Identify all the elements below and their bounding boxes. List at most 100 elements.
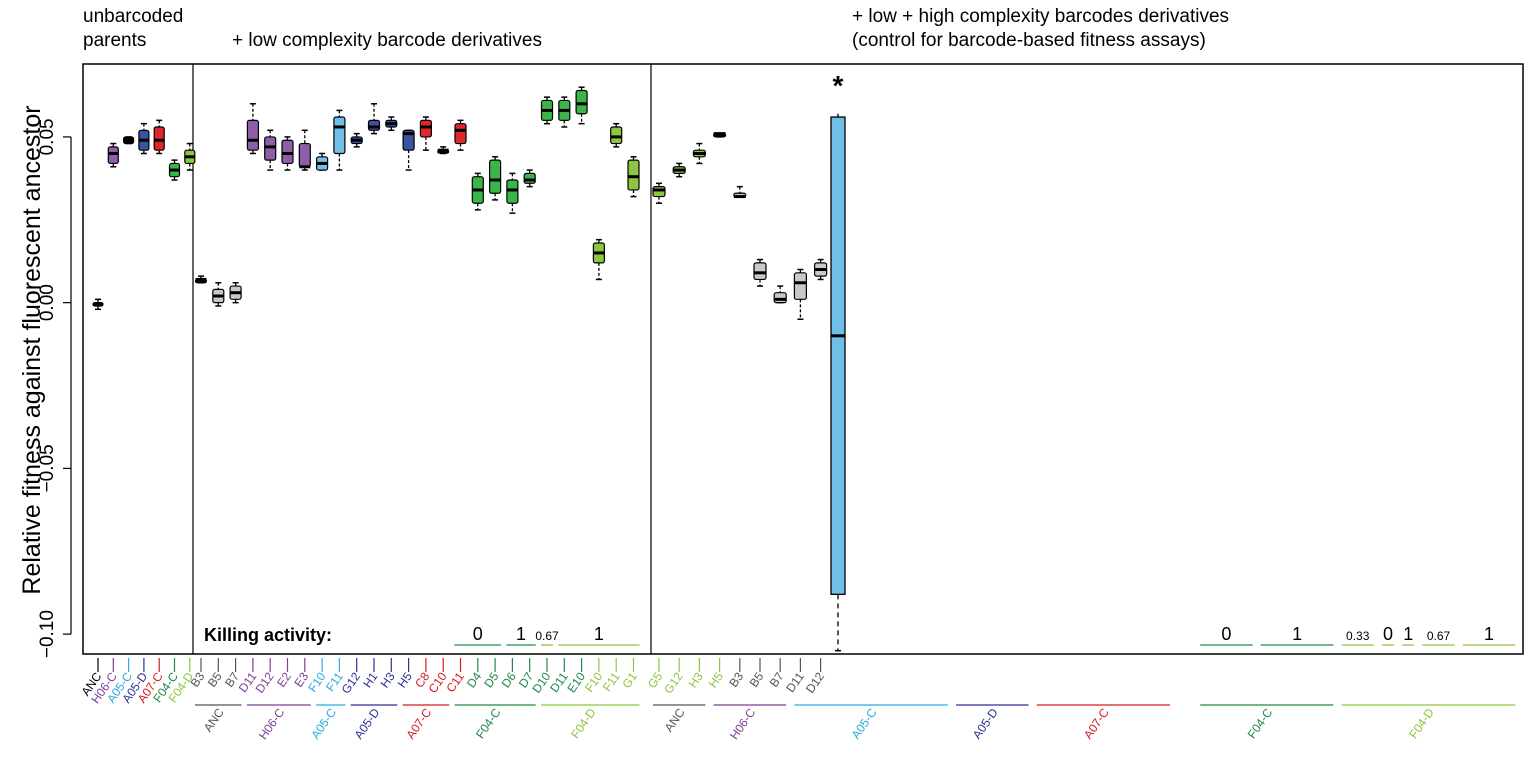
x-axis-labels: ANCH06-CA05-CA05-DA07-CF04-CF04-DB3B5B7D…	[78, 658, 827, 706]
group-label: F04-C	[1245, 705, 1276, 741]
group-label: ANC	[201, 705, 227, 734]
killing-value: 1	[516, 624, 526, 644]
killing-value: 1	[1484, 624, 1494, 644]
box-g12	[672, 162, 686, 178]
box-d10	[540, 96, 554, 125]
panel-title: (control for barcode-based fitness assay…	[852, 30, 1206, 51]
box-body	[830, 116, 846, 595]
x-tick-label: B5	[747, 669, 767, 689]
box-body	[652, 186, 666, 198]
box-b3	[733, 185, 747, 199]
x-tick-label: H5	[706, 669, 726, 690]
killing-value: 0	[1221, 624, 1231, 644]
x-tick-label: B5	[205, 669, 225, 689]
box-g1	[627, 156, 640, 198]
x-tick-label: D4	[464, 669, 484, 690]
x-tick-label: H3	[686, 669, 706, 690]
box-b3	[194, 275, 208, 284]
box-h3	[385, 116, 398, 132]
y-axis-label: Relative fitness against fluorescent anc…	[18, 105, 46, 594]
y-tick-label: 0.00	[37, 284, 58, 321]
x-tick-label: H1	[360, 669, 380, 690]
box-body	[773, 292, 787, 304]
box-f04-d	[184, 142, 196, 171]
group-label: A05-D	[351, 705, 382, 741]
box-f04-c	[168, 159, 181, 181]
box-body	[281, 139, 294, 165]
box-body	[264, 136, 277, 161]
box-h06-c	[107, 142, 119, 168]
box-d5	[489, 156, 502, 201]
box-f10	[592, 238, 606, 281]
box-body	[367, 119, 381, 131]
killing-value: 0.33	[1346, 629, 1370, 643]
box-c8	[419, 116, 432, 151]
group-label: ANC	[662, 705, 688, 734]
group-label: F04-D	[568, 705, 599, 741]
box-body	[246, 119, 259, 151]
box-body	[107, 146, 119, 165]
box-b7	[773, 285, 787, 304]
box-body	[298, 142, 311, 168]
box-h5	[712, 132, 727, 138]
group-label: F04-C	[473, 705, 504, 741]
box-c10	[437, 146, 450, 155]
box-body	[506, 179, 519, 204]
x-tick-label: E2	[274, 669, 294, 689]
group-label: A05-C	[308, 705, 339, 741]
box-c11	[454, 119, 467, 151]
group-label: H06-C	[727, 705, 759, 742]
group-label: H06-C	[256, 705, 288, 742]
group-labels: ANC H06-C A05-C A05-D A07-C F04-C F04-D ANC H06-…	[195, 704, 1516, 742]
box-g5	[652, 182, 666, 204]
box-e3	[298, 129, 311, 171]
box-body	[419, 119, 432, 138]
killing-activity: Killing activity: 0 1 0.67 1 0 1 0.33 0 1 0.67 1	[204, 624, 1516, 646]
significance-asterisk: *	[833, 70, 844, 101]
box-f11	[333, 109, 346, 171]
box-d4	[471, 172, 484, 211]
box-f11	[610, 122, 623, 148]
box-d12	[813, 258, 828, 281]
box-a07-c	[153, 119, 165, 155]
y-tick-label: −0.10	[37, 610, 58, 658]
box-body	[402, 129, 415, 151]
panel-title: unbarcoded	[83, 6, 183, 27]
box-e2	[281, 136, 294, 171]
x-tick-label: H5	[395, 669, 415, 690]
panel-title: + low + high complexity barcodes derivat…	[852, 6, 1229, 27]
x-tick-label: B3	[726, 669, 746, 689]
x-tick-label: B3	[188, 669, 208, 689]
killing-value: 1	[594, 624, 604, 644]
box-body	[454, 123, 467, 145]
box-d11	[793, 268, 808, 320]
x-tick-label: G1	[619, 669, 640, 690]
panel-dividers	[192, 64, 652, 654]
group-label: F04-D	[1406, 705, 1437, 741]
box-body	[523, 172, 536, 184]
box-d12	[264, 129, 277, 171]
x-tick-label: D6	[499, 669, 519, 690]
box-d6	[506, 172, 519, 214]
panel-title: + low complexity barcode derivatives	[232, 30, 542, 51]
box-body	[575, 89, 588, 115]
box-series: *	[92, 70, 846, 652]
group-label: A07-C	[403, 705, 434, 741]
y-tick-label: 0.05	[37, 118, 58, 155]
panel-title: parents	[83, 30, 146, 51]
x-tick-label: D12	[803, 669, 827, 695]
box-body	[627, 159, 640, 191]
box-d7	[523, 169, 536, 188]
box-b7	[229, 282, 242, 304]
group-label: A07-C	[1081, 705, 1112, 741]
box-a05-d	[138, 122, 150, 155]
box-e10	[575, 86, 588, 125]
box-body	[333, 116, 346, 155]
box-body	[153, 126, 165, 151]
box-anc	[92, 298, 104, 311]
y-tick-label: −0.05	[37, 444, 58, 492]
box-d11	[558, 96, 571, 128]
box-body	[489, 159, 502, 194]
killing-value: 1	[1403, 624, 1413, 644]
